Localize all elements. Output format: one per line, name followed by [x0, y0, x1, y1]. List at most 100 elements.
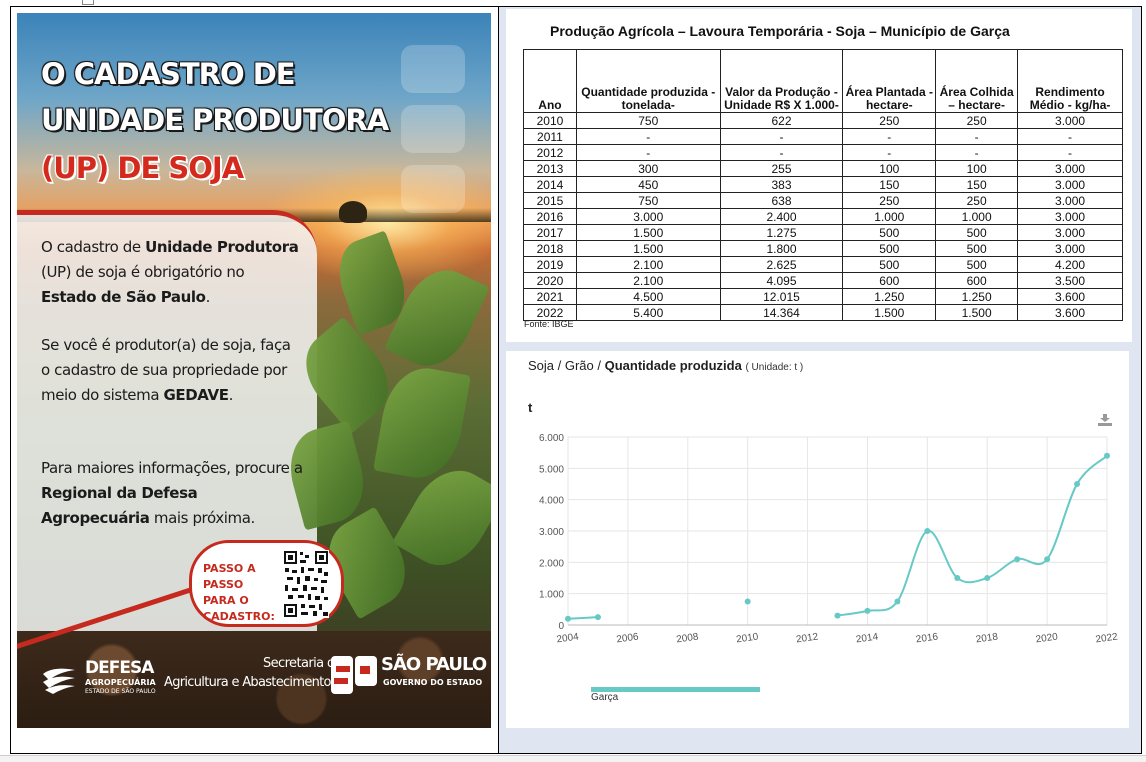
table-cell: 2020 — [523, 272, 577, 289]
y-tick-label: 3.000 — [539, 527, 564, 538]
data-point — [565, 615, 571, 622]
table-cell: - — [575, 144, 721, 161]
qr-code[interactable] — [283, 550, 329, 618]
table-cell: 4.500 — [575, 288, 721, 305]
legend-label[interactable]: Garça — [591, 692, 619, 703]
table-cell: 255 — [719, 160, 844, 177]
footer-logos: DEFESA AGROPECUÁRIA ESTADO DE SÃO PAULO … — [17, 648, 491, 708]
table-cell: 500 — [935, 240, 1019, 257]
table-cell: 14.364 — [719, 304, 844, 321]
legend-swatch[interactable] — [591, 687, 760, 692]
chart-title-metric: Quantidade produzida — [604, 358, 742, 373]
table-cell: 2014 — [523, 176, 577, 193]
table-row: 2010 750 622 250 250 3.000 — [523, 112, 1123, 129]
sao-paulo-title: SÃO PAULO — [381, 654, 487, 675]
sao-paulo-subtitle: GOVERNO DO ESTADO — [383, 678, 483, 687]
table-cell: 3.600 — [1017, 304, 1123, 321]
table-row: 2014 450 383 150 150 3.000 — [523, 176, 1123, 193]
x-tick-label: 2020 — [1035, 631, 1059, 645]
table-cell: 2016 — [523, 208, 577, 225]
y-tick-label: 0 — [558, 621, 564, 632]
chart-title-prefix: Soja / Grão / — [528, 358, 605, 373]
data-point — [1104, 452, 1110, 459]
production-table-panel: Produção Agrícola – Lavoura Temporária -… — [506, 9, 1132, 342]
table-row: 2020 2.100 4.095 600 600 3.500 — [523, 272, 1123, 289]
table-cell: 100 — [842, 160, 937, 177]
table-cell: 2015 — [523, 192, 577, 209]
top-marker — [82, 0, 94, 5]
table-cell: 250 — [842, 192, 937, 209]
table-cell: 2022 — [523, 304, 577, 321]
table-cell: 500 — [842, 240, 937, 257]
paragraph-mandatory: O cadastro de Unidade Produtora (UP) de … — [41, 238, 299, 306]
table-cell: - — [719, 128, 844, 145]
table-cell: 1.000 — [935, 208, 1019, 225]
bottom-strip — [0, 755, 1146, 762]
table-row: 2015 750 638 250 250 3.000 — [523, 192, 1123, 209]
defesa-subtitle-small: ESTADO DE SÃO PAULO — [85, 688, 156, 695]
table-cell: 500 — [935, 256, 1019, 273]
chart-panel: 0 1.000 2.000 3.000 4.000 5.000 6.000 2004 2006 2… — [506, 351, 1129, 728]
table-row: 2013 300 255 100 100 3.000 — [523, 160, 1123, 177]
production-table: Ano Quantidade produzida - tonelada- Val… — [523, 49, 1123, 321]
table-cell: 12.015 — [719, 288, 844, 305]
table-cell: - — [1017, 144, 1123, 161]
table-cell: 500 — [842, 224, 937, 241]
table-cell: 2019 — [523, 256, 577, 273]
download-icon[interactable] — [1098, 414, 1112, 426]
sp-watermark-bubble — [401, 105, 465, 153]
table-row: 2018 1.500 1.800 500 500 3.000 — [523, 240, 1123, 257]
table-cell: 3.600 — [1017, 288, 1123, 305]
table-cell: 638 — [719, 192, 844, 209]
table-cell: 1.250 — [935, 288, 1019, 305]
soy-registration-poster: O CADASTRO DE UNIDADE PRODUTORA (UP) DE … — [17, 13, 491, 728]
table-cell: - — [842, 128, 937, 145]
table-cell: 3.000 — [1017, 160, 1123, 177]
table-cell: 2.400 — [719, 208, 844, 225]
data-point — [594, 614, 601, 621]
column-header: Ano — [523, 49, 577, 113]
table-cell: - — [1017, 128, 1123, 145]
y-tick-label: 5.000 — [539, 464, 564, 475]
sp-watermark-bubble — [401, 165, 465, 213]
table-cell: 4.095 — [719, 272, 844, 289]
data-point — [834, 612, 841, 619]
qr-label-line: PASSO A PASSO — [203, 562, 256, 591]
table-cell: 600 — [842, 272, 937, 289]
table-cell: 1.500 — [842, 304, 937, 321]
table-cell: 1.000 — [842, 208, 937, 225]
table-cell: 1.500 — [575, 224, 721, 241]
table-cell: 2013 — [523, 160, 577, 177]
table-row: 2022 5.400 14.364 1.500 1.500 3.600 — [523, 304, 1123, 321]
horizon-tree — [339, 201, 367, 223]
table-cell: 250 — [842, 112, 937, 129]
table-cell: 100 — [935, 160, 1019, 177]
column-header: Valor da Produção - Unidade R$ X 1.000- — [719, 49, 844, 113]
table-cell: 3.000 — [575, 208, 721, 225]
table-cell: 250 — [935, 192, 1019, 209]
data-point — [924, 528, 931, 534]
y-tick-label: 6.000 — [539, 433, 564, 444]
table-cell: - — [719, 144, 844, 161]
defesa-title: DEFESA — [85, 658, 154, 678]
data-point — [864, 607, 871, 614]
qr-label-line: CADASTRO: — [203, 610, 275, 623]
x-tick-label: 2004 — [556, 631, 580, 645]
table-row: 2017 1.500 1.275 500 500 3.000 — [523, 224, 1123, 241]
table-title: Produção Agrícola – Lavoura Temporária -… — [550, 23, 1010, 39]
table-cell: 750 — [575, 192, 721, 209]
data-point — [1074, 481, 1081, 487]
data-point — [984, 575, 991, 581]
data-point — [1044, 556, 1051, 563]
table-cell: 3.000 — [1017, 112, 1123, 129]
defesa-subtitle: AGROPECUÁRIA — [85, 678, 156, 687]
soy-leaf — [373, 361, 471, 485]
table-cell: 3.000 — [1017, 224, 1123, 241]
data-point — [954, 575, 961, 581]
data-point — [1014, 556, 1021, 563]
table-cell: 1.250 — [842, 288, 937, 305]
x-tick-label: 2010 — [736, 631, 760, 645]
table-cell: 500 — [842, 256, 937, 273]
x-tick-label: 2022 — [1095, 631, 1119, 645]
table-cell: 383 — [719, 176, 844, 193]
